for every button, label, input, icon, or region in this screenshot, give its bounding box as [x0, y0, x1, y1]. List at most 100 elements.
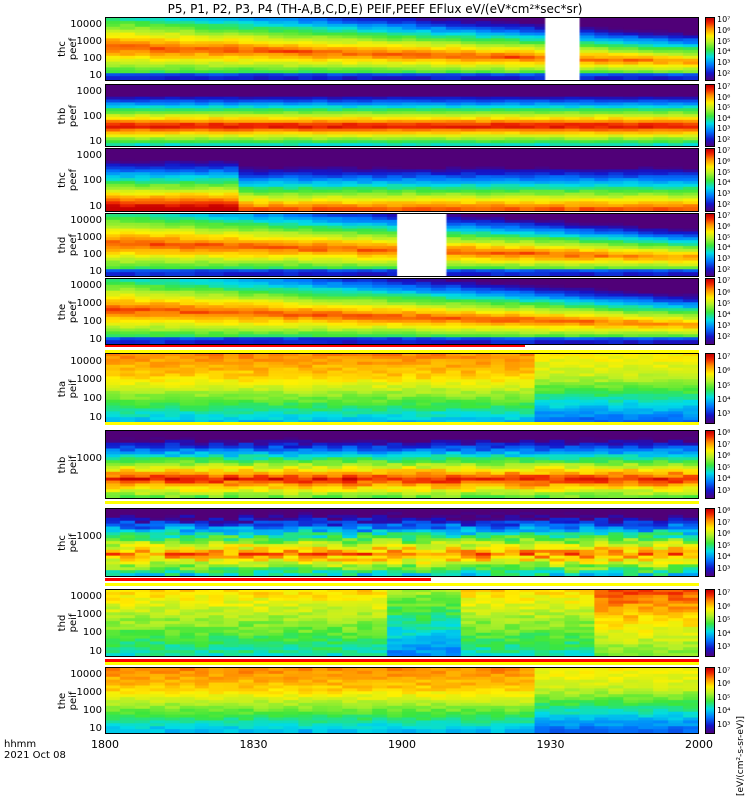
colorbar — [705, 589, 715, 657]
colorbar-tick-label: 10⁶ — [717, 287, 731, 297]
colorbar — [705, 17, 715, 81]
colorbar-tick-label: 10³ — [717, 409, 731, 419]
ylabel-line: peif — [68, 533, 79, 552]
colorbar-tick-label: 10⁷ — [717, 146, 731, 156]
spectrogram-image — [106, 590, 698, 656]
colorbar-tick-label: 10³ — [717, 57, 731, 67]
quality-flag-bar — [105, 583, 699, 586]
colorbar-tick-label: 10² — [717, 264, 731, 274]
y-tick-label: 100 — [82, 315, 102, 327]
colorbar — [705, 84, 715, 147]
y-tick-label: 10 — [89, 722, 102, 734]
colorbar-tick-label: 10⁵ — [717, 298, 731, 308]
colorbar-tick-label: 10² — [717, 68, 731, 78]
quality-flag-bar — [105, 422, 699, 425]
ylabel-line: thb — [57, 456, 68, 473]
colorbar-tick-label: 10⁶ — [717, 366, 731, 376]
colorbar-tick-label: 10⁶ — [717, 221, 731, 231]
quality-flag-bar — [105, 350, 699, 353]
y-tick-label: 10000 — [70, 355, 102, 367]
y-tick-label: 10000 — [70, 591, 102, 603]
spectrogram-image — [106, 431, 698, 498]
colorbar-tick-label: 10³ — [717, 188, 731, 198]
y-tick-label: 10 — [89, 265, 102, 277]
ylabel-line: thc — [57, 534, 68, 551]
colorbar-tick-label: 10⁷ — [717, 352, 731, 362]
y-tick-label: 1000 — [76, 374, 102, 386]
colorbar-tick-label: 10³ — [717, 719, 731, 729]
colorbar — [705, 148, 715, 212]
colorbar-tick-label: 10⁴ — [717, 309, 731, 319]
colorbar-tick-label: 10⁵ — [717, 692, 731, 702]
colorbar-tick-label: 10⁸ — [717, 506, 731, 516]
colorbar — [705, 430, 715, 499]
colorbar-tick-label: 10⁷ — [717, 666, 731, 676]
colorbar — [705, 508, 715, 577]
time-format-label: hhmm — [4, 739, 37, 750]
x-tick-label: 1800 — [91, 738, 119, 751]
y-tick-label: 1000 — [76, 452, 102, 464]
colorbar — [705, 213, 715, 277]
colorbar-tick-label: 10⁷ — [717, 82, 731, 92]
colorbar-tick-label: 10² — [717, 199, 731, 209]
colorbar-tick-label: 10⁵ — [717, 167, 731, 177]
colorbar-tick-label: 10⁷ — [717, 517, 731, 527]
colorbar-tick-label: 10² — [717, 332, 731, 342]
spectrogram-panel-the_peif — [105, 667, 699, 734]
spectrogram-panel-thd_peef — [105, 213, 699, 277]
y-tick-label: 100 — [82, 704, 102, 716]
colorbar-tick-label: 10³ — [717, 253, 731, 263]
spectrogram-panel-thc_peif — [105, 508, 699, 577]
quality-flag-bar — [105, 347, 699, 350]
plot-title: P5, P1, P2, P3, P4 (TH-A,B,C,D,E) PEIF,P… — [167, 2, 583, 16]
colorbar-tick-label: 10⁶ — [717, 25, 731, 35]
x-tick-label: 1900 — [388, 738, 416, 751]
colorbar-tick-label: 10⁴ — [717, 243, 731, 253]
colorbar-tick-label: 10⁵ — [717, 380, 731, 390]
y-tick-label: 1000 — [76, 686, 102, 698]
colorbar-tick-label: 10⁷ — [717, 211, 731, 221]
colorbar-units-label: [eV/(cm²-s-sr-eV)] — [736, 715, 746, 796]
quality-flag-bar — [105, 345, 525, 348]
spectrogram-panel-tha_peif — [105, 353, 699, 424]
quality-flag-bar — [105, 659, 699, 662]
y-tick-label: 1000 — [76, 85, 102, 97]
spectrogram-image — [106, 214, 698, 276]
colorbar-tick-label: 10⁶ — [717, 679, 731, 689]
colorbar-tick-label: 10⁴ — [717, 474, 731, 484]
colorbar-tick-label: 10⁴ — [717, 113, 731, 123]
spectrogram-panel-thc_peef — [105, 148, 699, 212]
colorbar-tick-label: 10³ — [717, 124, 731, 134]
y-tick-label: 1000 — [76, 530, 102, 542]
colorbar-tick-label: 10⁶ — [717, 92, 731, 102]
colorbar-tick-label: 10⁵ — [717, 103, 731, 113]
y-tick-label: 100 — [82, 175, 102, 187]
y-tick-label: 10 — [89, 412, 102, 424]
colorbar-tick-label: 10⁶ — [717, 451, 731, 461]
spectrogram-image — [106, 149, 698, 211]
colorbar-tick-label: 10⁸ — [717, 428, 731, 438]
spectrogram-image — [106, 18, 698, 80]
colorbar-tick-label: 10⁴ — [717, 47, 731, 57]
colorbar-tick-label: 10⁵ — [717, 540, 731, 550]
colorbar-tick-label: 10⁴ — [717, 178, 731, 188]
spectrogram-panel-thb_peif — [105, 430, 699, 499]
spectrogram-image — [106, 354, 698, 423]
spectrogram-image — [106, 509, 698, 576]
date-label: 2021 Oct 08 — [4, 750, 66, 761]
x-tick-label: 1830 — [239, 738, 268, 751]
y-tick-label: 10000 — [70, 669, 102, 681]
y-tick-label: 1000 — [76, 297, 102, 309]
y-tick-label: 10 — [89, 135, 102, 147]
spectrogram-panel-the_peef — [105, 278, 699, 345]
colorbar-tick-label: 10⁶ — [717, 156, 731, 166]
colorbar-tick-label: 10⁴ — [717, 706, 731, 716]
y-tick-label: 1000 — [76, 35, 102, 47]
colorbar — [705, 353, 715, 424]
panel-ylabel: thc peif — [57, 523, 79, 563]
quality-flag-bar — [105, 501, 699, 504]
colorbar-tick-label: 10⁶ — [717, 529, 731, 539]
colorbar-tick-label: 10⁴ — [717, 394, 731, 404]
y-tick-label: 10 — [89, 200, 102, 212]
y-tick-label: 100 — [82, 393, 102, 405]
